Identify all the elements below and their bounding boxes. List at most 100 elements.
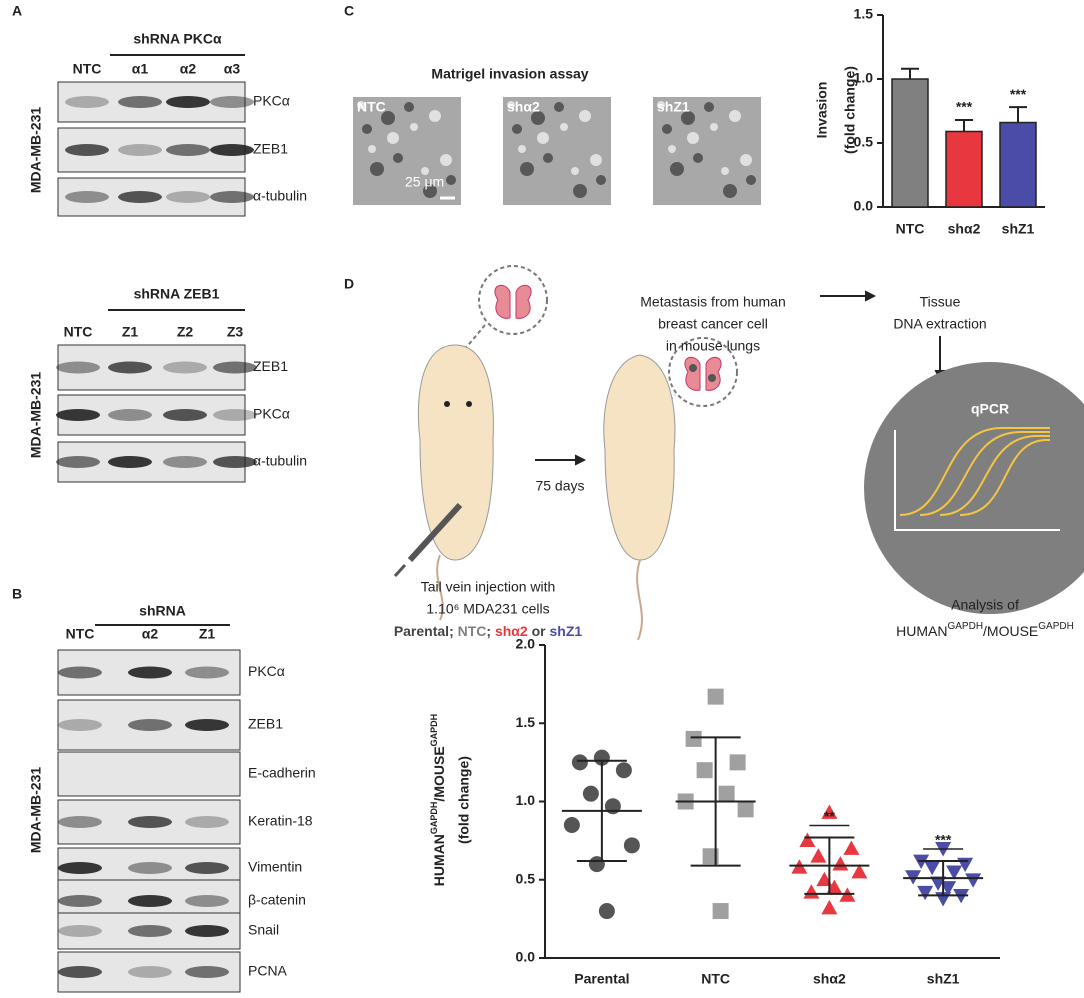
band [185,816,229,828]
y-tick-label: 2.0 [516,636,536,652]
cell [681,111,695,125]
cell [596,175,606,185]
point [685,730,702,747]
point [946,865,963,880]
row-label: α-tubulin [253,188,307,204]
band [213,361,257,374]
band [185,719,229,731]
x-tick-label: shα2 [948,221,981,237]
x-tick-label: shZ1 [927,971,960,987]
band [185,925,229,937]
syringe [407,502,463,563]
band [58,719,102,731]
y-tick-label: 1.5 [854,6,874,22]
point [821,899,838,915]
cell [746,175,756,185]
lane-label: Z3 [227,324,244,340]
band [163,361,207,374]
band [58,966,102,978]
point [851,863,868,879]
panel-label: D [344,276,354,292]
cell [571,167,579,175]
x-tick-label: NTC [701,971,730,987]
lane-label: α1 [132,61,149,77]
point [571,754,588,771]
band [128,862,172,874]
point [729,754,746,771]
lungs [494,284,532,319]
band [108,409,152,421]
diagram-text: Metastasis from human [640,294,786,310]
point [598,903,615,920]
y-label-part: HUMAN [431,834,447,886]
group-name: shα2 [495,623,528,639]
cell [668,145,676,153]
bar [891,78,929,208]
band [163,409,207,421]
side-label: MDA-MB-231 [28,107,44,194]
y-tick-label: 0.0 [854,198,874,214]
group-name: ; [449,623,458,639]
cell [531,111,545,125]
lung-circle [478,265,548,335]
row-label: PKCα [253,93,290,109]
point [843,840,860,855]
lungs [684,356,722,391]
x-tick-label: shZ1 [1002,221,1035,237]
band [56,361,100,374]
blot-header: shRNA [139,603,186,619]
row-label: PCNA [248,963,288,979]
point [718,785,735,802]
cell [423,184,437,198]
row-label: PKCα [248,663,285,679]
bar [945,130,983,208]
band [185,862,229,874]
band [108,361,152,374]
diagram-text: breast cancer cell [658,316,768,332]
cell [507,101,515,109]
cell [657,101,665,109]
x-tick-label: shα2 [813,971,846,987]
row-label: ZEB1 [248,716,283,732]
arrowhead [574,454,587,466]
cell [446,175,456,185]
point [737,801,754,818]
cell [368,145,376,153]
lung-circle [668,337,738,407]
cell [410,123,418,131]
cell [740,154,752,166]
band [128,895,172,907]
point [924,860,941,876]
cell [670,162,684,176]
point [917,885,934,901]
band [185,895,229,907]
micrograph-label: NTC [357,99,386,115]
annotation: *** [935,832,952,848]
row-label: Keratin-18 [248,813,313,829]
micrograph-label: shα2 [507,99,540,115]
lane-label: α3 [224,61,241,77]
point [696,762,713,779]
metastasis-dot [689,364,697,372]
cell [721,167,729,175]
cell [362,124,372,134]
point [810,848,827,863]
band [163,456,207,468]
group-name: or [528,623,550,639]
cell [554,102,564,112]
diagram-text: DNA extraction [893,316,986,332]
x-tick-label: Parental [574,971,629,987]
cell [687,132,699,144]
point [832,856,849,871]
cell [404,102,414,112]
eye [466,401,472,407]
cell [357,101,365,109]
row-label: β-catenin [248,892,306,908]
cell [560,123,568,131]
row-label: α-tubulin [253,453,307,469]
cell [421,167,429,175]
cell [729,110,741,122]
diagram-text: qPCR [971,401,1009,417]
group-legend: Parental; NTC; shα2 or shZ1 [394,623,583,639]
